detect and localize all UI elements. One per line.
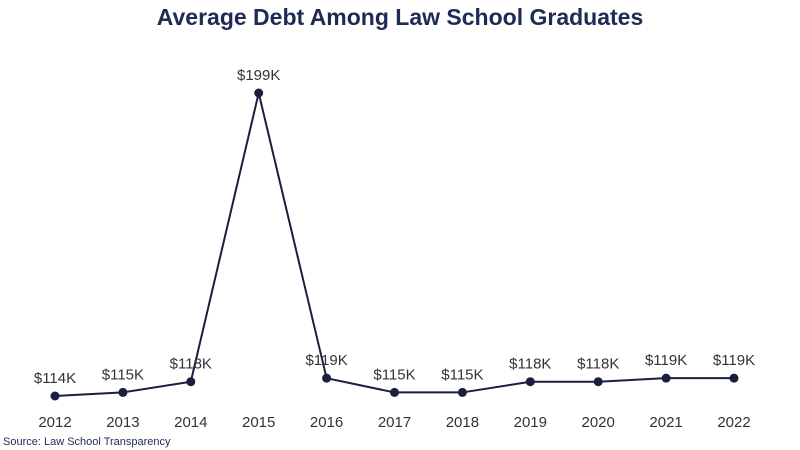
- data-point: [254, 88, 264, 98]
- value-label: $119K: [645, 352, 687, 369]
- value-label: $119K: [305, 352, 347, 369]
- x-tick-label: 2018: [446, 414, 479, 431]
- data-point: [593, 377, 603, 387]
- data-point: [50, 391, 60, 401]
- data-point: [661, 373, 671, 383]
- data-point: [118, 387, 128, 397]
- data-point: [729, 373, 739, 383]
- x-tick-label: 2017: [378, 414, 411, 431]
- data-point: [186, 377, 196, 387]
- value-label: $119K: [713, 352, 755, 369]
- data-point: [322, 373, 332, 383]
- value-label: $115K: [441, 366, 483, 383]
- x-tick-label: 2013: [106, 414, 139, 431]
- x-tick-label: 2015: [242, 414, 275, 431]
- x-tick-label: 2014: [174, 414, 207, 431]
- value-label: $114K: [34, 370, 76, 387]
- value-label: $199K: [237, 67, 280, 84]
- value-label: $118K: [577, 356, 619, 373]
- x-tick-label: 2020: [582, 414, 615, 431]
- source-note: Source: Law School Transparency: [3, 436, 171, 448]
- x-tick-label: 2019: [514, 414, 547, 431]
- value-label: $118K: [509, 356, 551, 373]
- x-tick-label: 2022: [717, 414, 750, 431]
- value-label: $115K: [373, 366, 415, 383]
- x-tick-label: 2021: [649, 414, 682, 431]
- data-point: [390, 387, 399, 397]
- data-line: [54, 92, 734, 397]
- x-tick-label: 2016: [310, 414, 343, 431]
- data-point: [525, 377, 535, 387]
- x-tick-label: 2012: [38, 414, 71, 431]
- value-label: $118K: [170, 356, 212, 373]
- value-label: $115K: [102, 366, 144, 383]
- chart-title: Average Debt Among Law School Graduates: [157, 4, 644, 30]
- data-point: [457, 387, 467, 397]
